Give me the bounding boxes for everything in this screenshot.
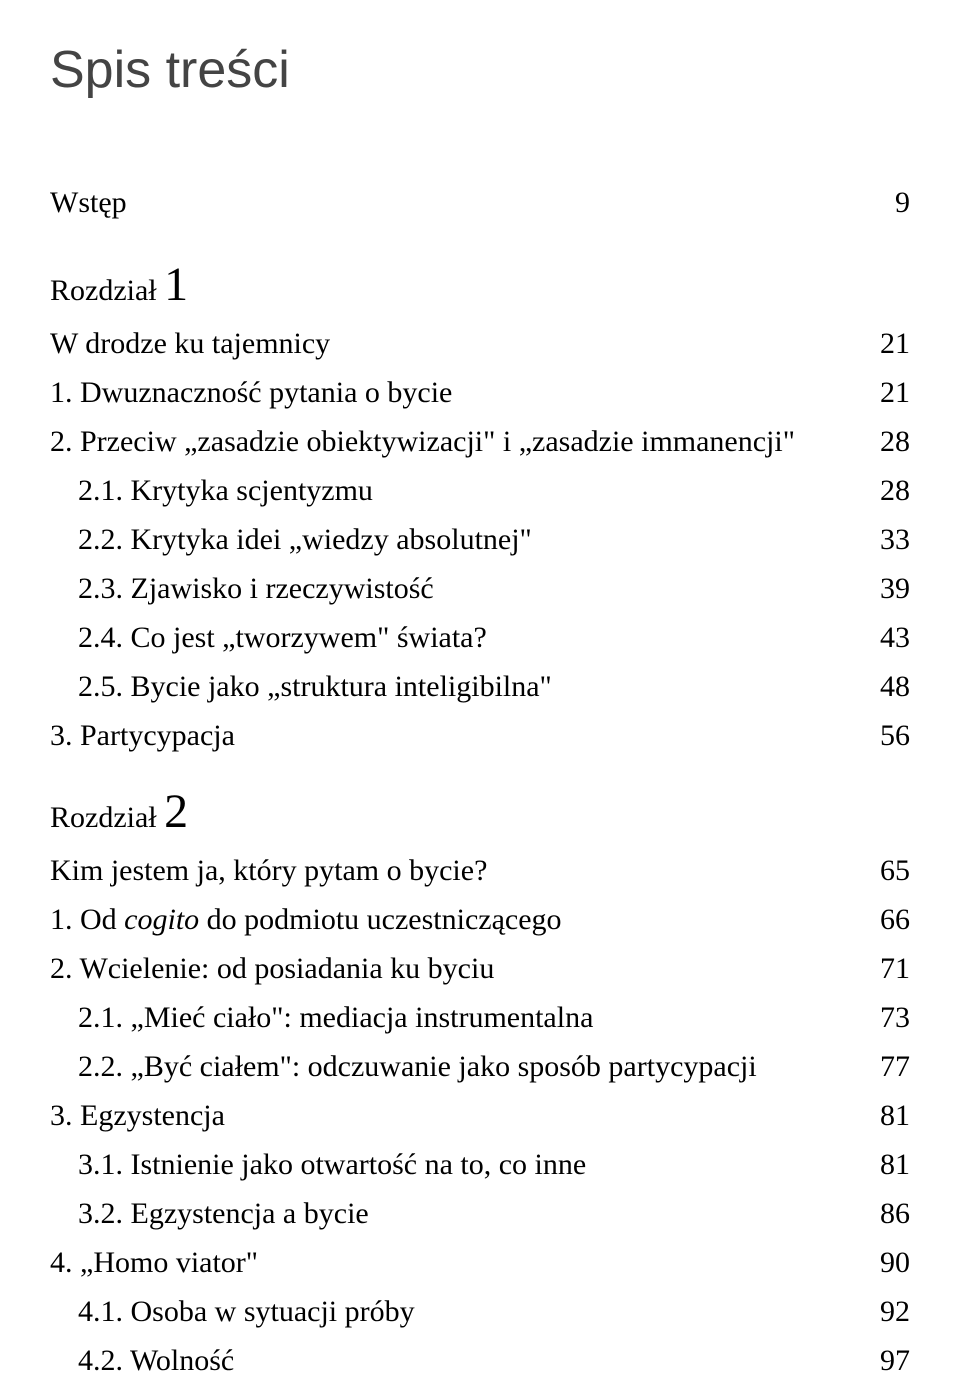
chapter-number: 1 <box>164 258 188 311</box>
toc-label: 3.1. Istnienie jako otwartość na to, co … <box>50 1142 860 1187</box>
toc-page-number: 28 <box>860 419 910 464</box>
toc-label: 4. „Homo viator" <box>50 1240 860 1285</box>
chapter-title: Kim jestem ja, który pytam o bycie? <box>50 848 487 893</box>
toc-label: 2.3. Zjawisko i rzeczywistość <box>50 566 860 611</box>
toc-label: 3. Partycypacja <box>50 713 860 758</box>
toc-page-number: 71 <box>860 946 910 991</box>
toc-page-number: 21 <box>860 370 910 415</box>
toc-entry: 3. Egzystencja81 <box>50 1093 910 1138</box>
toc-entry: 3.1. Istnienie jako otwartość na to, co … <box>50 1142 910 1187</box>
toc-entry: 4. „Homo viator"90 <box>50 1240 910 1285</box>
toc-entry: 1. Dwuznaczność pytania o bycie21 <box>50 370 910 415</box>
page-title: Spis treści <box>50 40 910 100</box>
toc-entry: 2. Wcielenie: od posiadania ku byciu71 <box>50 946 910 991</box>
toc-page-number: 9 <box>860 180 910 225</box>
toc-entry: 2.2. Krytyka idei „wiedzy absolutnej"33 <box>50 517 910 562</box>
toc-page-number: 66 <box>860 897 910 942</box>
toc-label: 2.4. Co jest „tworzywem" świata? <box>50 615 860 660</box>
toc-label: 2.1. Krytyka scjentyzmu <box>50 468 860 513</box>
chapter-title-line: W drodze ku tajemnicy 21 <box>50 321 910 366</box>
toc-label-part: cogito <box>124 903 199 936</box>
toc-label: 2. Przeciw „zasadzie obiektywizacji" i „… <box>50 419 860 464</box>
toc-page-number: 56 <box>860 713 910 758</box>
toc-entry: 2.1. „Mieć ciało": mediacja instrumental… <box>50 995 910 1040</box>
toc-label: 1. Od cogito do podmiotu uczestniczącego <box>50 897 860 942</box>
toc-label: 4.2. Wolność <box>50 1338 860 1383</box>
toc-label: 2. Wcielenie: od posiadania ku byciu <box>50 946 860 991</box>
toc-entry: 4.1. Osoba w sytuacji próby92 <box>50 1289 910 1334</box>
toc-page-number: 81 <box>860 1142 910 1187</box>
toc-entry: 4.2. Wolność97 <box>50 1338 910 1383</box>
toc-entry: 2.2. „Być ciałem": odczuwanie jako sposó… <box>50 1044 910 1089</box>
toc-entry: 2.3. Zjawisko i rzeczywistość39 <box>50 566 910 611</box>
toc-page-number: 97 <box>860 1338 910 1383</box>
toc-page-number: 33 <box>860 517 910 562</box>
toc-label: 2.2. Krytyka idei „wiedzy absolutnej" <box>50 517 860 562</box>
toc-entry: 2.4. Co jest „tworzywem" świata?43 <box>50 615 910 660</box>
toc-entry: 2.1. Krytyka scjentyzmu28 <box>50 468 910 513</box>
toc-page-number: 86 <box>860 1191 910 1236</box>
toc-label: Wstęp <box>50 180 860 225</box>
chapters-container: Rozdział 1W drodze ku tajemnicy211. Dwuz… <box>50 249 910 1383</box>
toc-label: 2.5. Bycie jako „struktura inteligibilna… <box>50 664 860 709</box>
toc-page-number: 90 <box>860 1240 910 1285</box>
toc-page-number: 48 <box>860 664 910 709</box>
chapter-number: 2 <box>164 785 188 838</box>
toc-page-number: 77 <box>860 1044 910 1089</box>
toc-entry: 3.2. Egzystencja a bycie86 <box>50 1191 910 1236</box>
toc-page-number: 39 <box>860 566 910 611</box>
toc-entry: 2. Przeciw „zasadzie obiektywizacji" i „… <box>50 419 910 464</box>
toc-label: 1. Dwuznaczność pytania o bycie <box>50 370 860 415</box>
toc-entry: 2.5. Bycie jako „struktura inteligibilna… <box>50 664 910 709</box>
toc-page-number: 43 <box>860 615 910 660</box>
toc-label: 3.2. Egzystencja a bycie <box>50 1191 860 1236</box>
toc-page-number: 81 <box>860 1093 910 1138</box>
toc-label: 2.1. „Mieć ciało": mediacja instrumental… <box>50 995 860 1040</box>
chapter-header: Rozdział 2 <box>50 776 910 848</box>
toc-page-number: 92 <box>860 1289 910 1334</box>
toc-page-number: 28 <box>860 468 910 513</box>
toc-label-part: do podmiotu uczestniczącego <box>199 903 561 936</box>
chapter-label: Rozdział <box>50 274 164 307</box>
chapter-title-page: 65 <box>880 848 910 893</box>
toc-label: 2.2. „Być ciałem": odczuwanie jako sposó… <box>50 1044 860 1089</box>
toc-label-part: 1. Od <box>50 903 124 936</box>
toc-label: 4.1. Osoba w sytuacji próby <box>50 1289 860 1334</box>
chapter-title-line: Kim jestem ja, który pytam o bycie? 65 <box>50 848 910 893</box>
toc-entry: 1. Od cogito do podmiotu uczestniczącego… <box>50 897 910 942</box>
toc-entry-wstep: Wstęp 9 <box>50 180 910 225</box>
chapter-title: W drodze ku tajemnicy <box>50 321 330 366</box>
chapter-header: Rozdział 1 <box>50 249 910 321</box>
chapter-label: Rozdział <box>50 801 164 834</box>
toc-label: 3. Egzystencja <box>50 1093 860 1138</box>
toc-page-number: 73 <box>860 995 910 1040</box>
toc-entry: 3. Partycypacja56 <box>50 713 910 758</box>
chapter-title-page: 21 <box>880 321 910 366</box>
